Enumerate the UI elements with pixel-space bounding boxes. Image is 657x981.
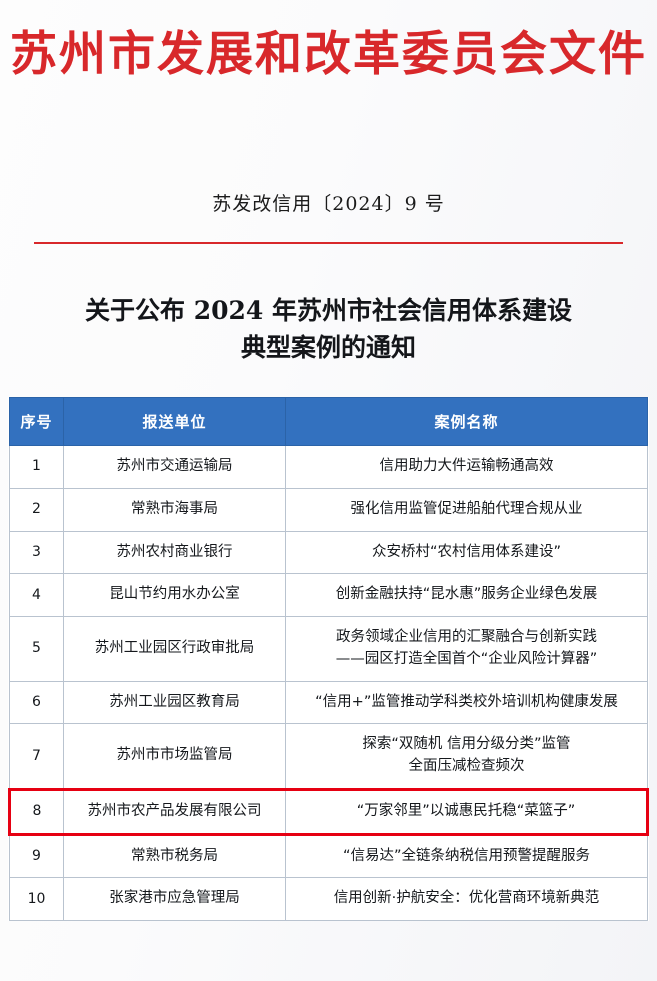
masthead-title: 苏州市发展和改革委员会文件 (10, 27, 647, 82)
masthead: 苏州市发展和改革委员会文件 (0, 0, 657, 85)
table-row: 3 苏州农村商业银行 众安桥村“农村信用体系建设” (9, 530, 648, 575)
page-title: 关于公布 2024 年苏州市社会信用体系建设 典型案例的通知 (0, 292, 657, 367)
table-header-row: 序号 报送单位 案例名称 (9, 397, 648, 446)
case-table-container: 序号 报送单位 案例名称 1 苏州市交通运输局 信用助力大件运输畅通高效 2 常熟市海事… (8, 397, 649, 921)
row-case-name: “万家邻里”以诚惠民托稳“菜篮子” (285, 787, 649, 836)
row-unit: 苏州市交通运输局 (63, 445, 286, 489)
table-row: 10 张家港市应急管理局 信用创新·护航安全：优化营商环境新典范 (9, 877, 648, 921)
column-header-index: 序号 (9, 397, 64, 446)
row-index: 8 (8, 787, 64, 836)
row-case-name: 创新金融扶持“昆水惠”服务企业绿色发展 (285, 573, 648, 617)
row-unit: 苏州工业园区教育局 (63, 680, 286, 725)
column-header-unit: 报送单位 (63, 397, 286, 446)
row-case-line-1: “万家邻里”以诚惠民托稳“菜篮子” (356, 802, 576, 819)
row-case-line-2: 全面压减检查频次 (408, 758, 525, 774)
case-table-header: 序号 报送单位 案例名称 (9, 397, 648, 446)
row-unit: 昆山节约用水办公室 (63, 573, 286, 617)
row-case-line-1: 政务领域企业信用的汇聚融合与创新实践 (336, 629, 597, 645)
row-unit: 常熟市税务局 (63, 833, 286, 879)
row-case-name: 强化信用监管促进船舶代理合规从业 (285, 487, 648, 532)
table-row: 4 昆山节约用水办公室 创新金融扶持“昆水惠”服务企业绿色发展 (9, 573, 648, 617)
row-unit: 常熟市海事局 (63, 487, 286, 532)
row-index: 2 (9, 487, 64, 532)
row-unit: 张家港市应急管理局 (63, 877, 286, 921)
row-index: 10 (9, 877, 64, 921)
table-row: 5 苏州工业园区行政审批局 政务领域企业信用的汇聚融合与创新实践 ——园区打造全国首个… (9, 616, 648, 682)
row-index: 5 (9, 616, 64, 682)
row-case-name: 探索“双随机 信用分级分类”监管 全面压减检查频次 (285, 723, 648, 790)
row-case-line-1: 信用创新·护航安全：优化营商环境新典范 (333, 890, 600, 907)
row-case-line-1: 强化信用监管促进船舶代理合规从业 (350, 500, 583, 517)
row-unit: 苏州市农产品发展有限公司 (63, 787, 286, 836)
page-title-line-2: 典型案例的通知 (240, 333, 416, 363)
table-row: 6 苏州工业园区教育局 “信用+”监管推动学科类校外培训机构健康发展 (9, 680, 648, 725)
row-case-name: 众安桥村“农村信用体系建设” (285, 530, 648, 575)
row-case-name: 政务领域企业信用的汇聚融合与创新实践 ——园区打造全国首个“企业风险计算器” (285, 616, 648, 682)
row-index: 1 (9, 445, 64, 489)
row-index: 9 (9, 833, 64, 879)
row-case-line-1: 探索“双随机 信用分级分类”监管 (362, 736, 571, 753)
row-index: 6 (9, 680, 64, 725)
row-case-line-1: “信用+”监管推动学科类校外培训机构健康发展 (315, 693, 618, 710)
row-unit: 苏州农村商业银行 (63, 530, 286, 575)
red-divider-rule (34, 241, 623, 244)
row-case-name: 信用助力大件运输畅通高效 (285, 445, 648, 489)
table-row: 7 苏州市市场监管局 探索“双随机 信用分级分类”监管 全面压减检查频次 (9, 723, 648, 790)
case-table-body: 1 苏州市交通运输局 信用助力大件运输畅通高效 2 常熟市海事局 强化信用监管促进船舶代理… (8, 445, 649, 921)
table-row: 2 常熟市海事局 强化信用监管促进船舶代理合规从业 (9, 487, 648, 532)
row-index: 7 (9, 723, 64, 790)
table-row: 8 苏州市农产品发展有限公司 “万家邻里”以诚惠民托稳“菜篮子” (8, 787, 649, 836)
row-unit: 苏州工业园区行政审批局 (63, 616, 286, 682)
row-case-name: 信用创新·护航安全：优化营商环境新典范 (285, 877, 648, 921)
row-case-line-1: 众安桥村“农村信用体系建设” (371, 543, 562, 560)
row-case-line-1: 创新金融扶持“昆水惠”服务企业绿色发展 (335, 586, 598, 603)
row-case-line-2: ——园区打造全国首个“企业风险计算器” (335, 650, 598, 667)
case-table: 序号 报送单位 案例名称 1 苏州市交通运输局 信用助力大件运输畅通高效 2 常熟市海事… (8, 397, 649, 921)
row-case-line-1: “信易达”全链条纳税信用预警提醒服务 (342, 847, 591, 864)
row-index: 4 (9, 573, 64, 617)
row-unit: 苏州市市场监管局 (63, 723, 286, 790)
row-index: 3 (9, 530, 64, 575)
row-case-line-1: 信用助力大件运输畅通高效 (379, 458, 554, 474)
column-header-case: 案例名称 (285, 397, 648, 446)
row-case-name: “信用+”监管推动学科类校外培训机构健康发展 (285, 680, 648, 725)
document-number: 苏发改信用〔2024〕9 号 (212, 192, 445, 215)
page-title-line-1: 关于公布 2024 年苏州市社会信用体系建设 (85, 295, 572, 325)
table-row: 1 苏州市交通运输局 信用助力大件运输畅通高效 (9, 445, 648, 489)
table-row: 9 常熟市税务局 “信易达”全链条纳税信用预警提醒服务 (9, 833, 648, 879)
row-case-name: “信易达”全链条纳税信用预警提醒服务 (285, 833, 648, 879)
